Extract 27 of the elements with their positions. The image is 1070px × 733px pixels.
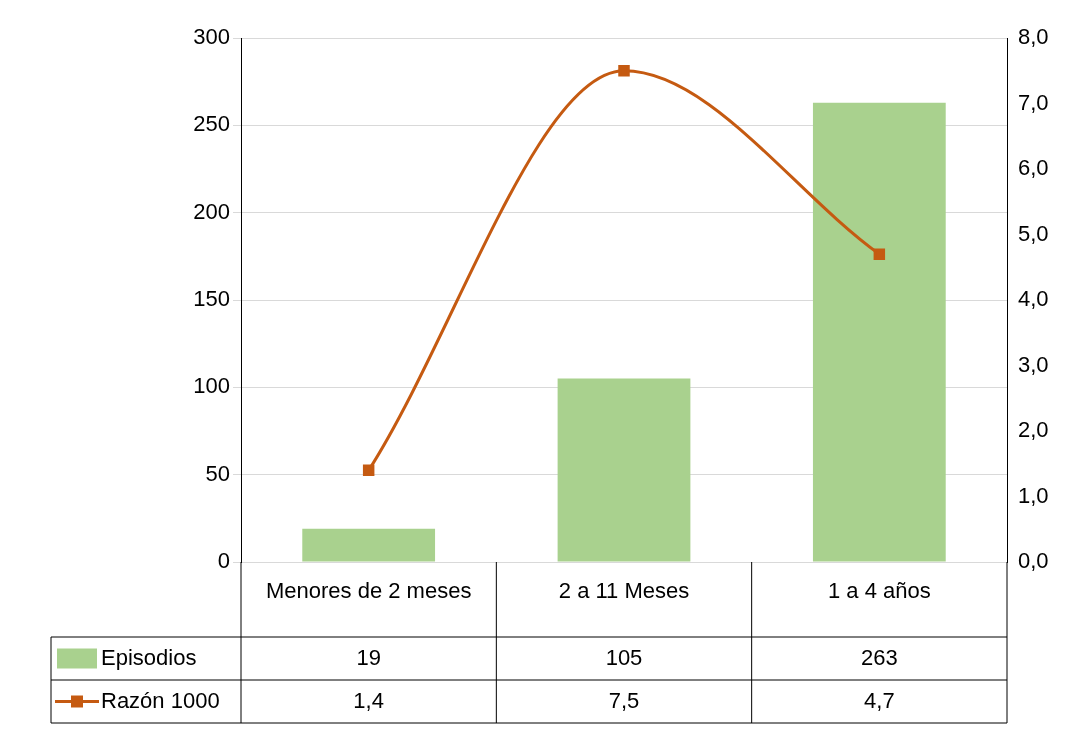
x-tick-label: 2 a 11 Meses <box>558 577 690 603</box>
data-label: 4,7 <box>864 687 895 713</box>
data-label: 1,4 <box>353 687 384 713</box>
y-tick-label: 0 <box>217 548 230 574</box>
y-tick-label: 50 <box>205 460 230 486</box>
y2-tick-label: 7,0 <box>1018 89 1049 115</box>
y2-tick-label: 5,0 <box>1018 220 1049 246</box>
y2-tick-label: 4,0 <box>1018 286 1049 312</box>
y-tick-label: 200 <box>193 198 230 224</box>
y-tick-label: 250 <box>193 111 230 137</box>
legend-label: Razón 1000 <box>101 687 220 713</box>
data-label: 7,5 <box>608 687 640 713</box>
y2-tick-label: 0,0 <box>1018 548 1049 574</box>
data-label: 19 <box>356 644 381 670</box>
y2-tick-label: 1,0 <box>1018 482 1049 508</box>
data-label: 105 <box>605 644 643 670</box>
legend-label: Episodios <box>101 644 197 670</box>
x-tick-label: Menores de 2 meses <box>265 577 472 603</box>
y-tick-label: 300 <box>193 24 230 50</box>
y2-tick-label: 6,0 <box>1018 155 1049 181</box>
y2-tick-label: 3,0 <box>1018 351 1049 377</box>
y2-tick-label: 8,0 <box>1018 24 1049 50</box>
y-tick-label: 100 <box>193 373 230 399</box>
x-tick-label: 1 a 4 años <box>827 577 931 603</box>
y-tick-label: 150 <box>193 286 230 312</box>
y2-tick-label: 2,0 <box>1018 417 1049 443</box>
data-label: 263 <box>860 644 898 670</box>
